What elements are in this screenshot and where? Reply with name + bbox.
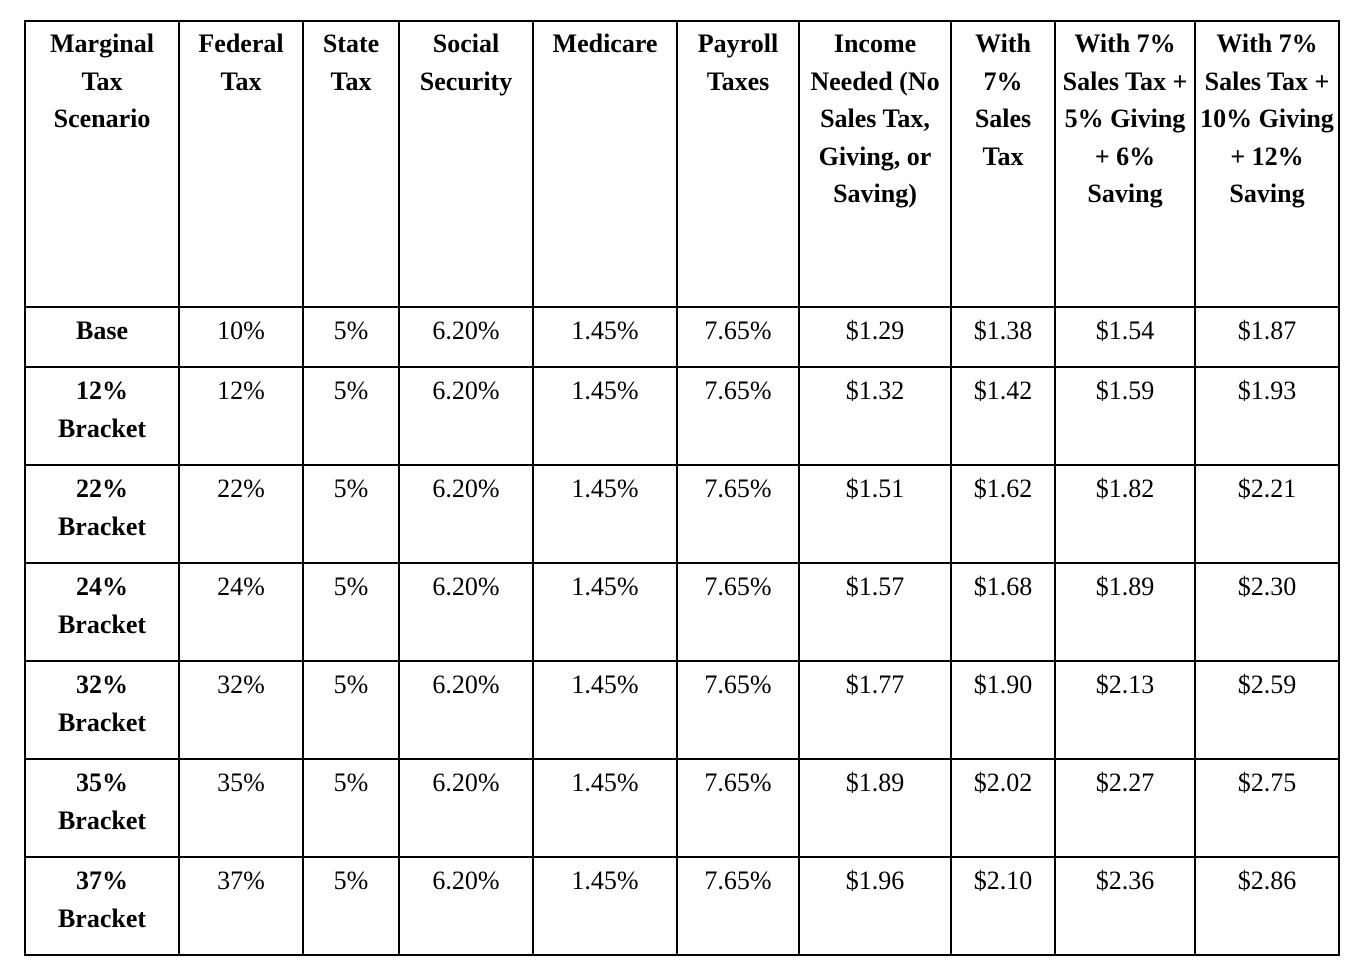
state-tax-cell: 5% — [302, 660, 400, 760]
with-sales-tax-cell: $1.68 — [950, 562, 1056, 662]
with-sales-tax-cell: $2.10 — [950, 856, 1056, 956]
payroll-taxes-cell: 7.65% — [676, 464, 800, 564]
with-sales-tax-5-giving-cell: $1.59 — [1054, 366, 1196, 466]
with-sales-tax-cell: $1.90 — [950, 660, 1056, 760]
header-social-security: Social Security — [398, 20, 534, 308]
with-sales-tax-10-giving-cell: $1.87 — [1194, 306, 1340, 368]
medicare-cell: 1.45% — [532, 464, 678, 564]
state-tax-cell: 5% — [302, 306, 400, 368]
income-needed-cell: $1.57 — [798, 562, 952, 662]
header-payroll-taxes: Payroll Taxes — [676, 20, 800, 308]
federal-tax-cell: 37% — [178, 856, 304, 956]
with-sales-tax-10-giving-cell: $2.86 — [1194, 856, 1340, 956]
row-label: 12% Bracket — [24, 366, 180, 466]
table-row: 12% Bracket 12% 5% 6.20% 1.45% 7.65% $1.… — [24, 366, 1340, 466]
state-tax-cell: 5% — [302, 464, 400, 564]
table-row: 32% Bracket 32% 5% 6.20% 1.45% 7.65% $1.… — [24, 660, 1340, 760]
row-label: 32% Bracket — [24, 660, 180, 760]
with-sales-tax-5-giving-cell: $1.82 — [1054, 464, 1196, 564]
payroll-taxes-cell: 7.65% — [676, 856, 800, 956]
table-row: Base 10% 5% 6.20% 1.45% 7.65% $1.29 $1.3… — [24, 306, 1340, 368]
income-needed-cell: $1.89 — [798, 758, 952, 858]
table-row: 24% Bracket 24% 5% 6.20% 1.45% 7.65% $1.… — [24, 562, 1340, 662]
federal-tax-cell: 32% — [178, 660, 304, 760]
with-sales-tax-5-giving-cell: $1.89 — [1054, 562, 1196, 662]
with-sales-tax-5-giving-cell: $1.54 — [1054, 306, 1196, 368]
social-security-cell: 6.20% — [398, 758, 534, 858]
header-with-sales-tax-10-giving-12-saving: With 7% Sales Tax + 10% Giving + 12% Sav… — [1194, 20, 1340, 308]
header-marginal-tax-scenario: Marginal Tax Scenario — [24, 20, 180, 308]
social-security-cell: 6.20% — [398, 660, 534, 760]
row-label: Base — [24, 306, 180, 368]
with-sales-tax-10-giving-cell: $2.75 — [1194, 758, 1340, 858]
payroll-taxes-cell: 7.65% — [676, 758, 800, 858]
with-sales-tax-10-giving-cell: $1.93 — [1194, 366, 1340, 466]
row-label: 37% Bracket — [24, 856, 180, 956]
table-row: 37% Bracket 37% 5% 6.20% 1.45% 7.65% $1.… — [24, 856, 1340, 956]
state-tax-cell: 5% — [302, 758, 400, 858]
tax-scenario-table: Marginal Tax Scenario Federal Tax State … — [24, 20, 1340, 956]
header-with-sales-tax-5-giving-6-saving: With 7% Sales Tax + 5% Giving + 6% Savin… — [1054, 20, 1196, 308]
federal-tax-cell: 24% — [178, 562, 304, 662]
federal-tax-cell: 10% — [178, 306, 304, 368]
social-security-cell: 6.20% — [398, 562, 534, 662]
social-security-cell: 6.20% — [398, 856, 534, 956]
payroll-taxes-cell: 7.65% — [676, 306, 800, 368]
header-medicare: Medicare — [532, 20, 678, 308]
medicare-cell: 1.45% — [532, 306, 678, 368]
header-state-tax: State Tax — [302, 20, 400, 308]
medicare-cell: 1.45% — [532, 856, 678, 956]
medicare-cell: 1.45% — [532, 366, 678, 466]
income-needed-cell: $1.29 — [798, 306, 952, 368]
table-row: 22% Bracket 22% 5% 6.20% 1.45% 7.65% $1.… — [24, 464, 1340, 564]
federal-tax-cell: 22% — [178, 464, 304, 564]
row-label: 22% Bracket — [24, 464, 180, 564]
with-sales-tax-10-giving-cell: $2.59 — [1194, 660, 1340, 760]
social-security-cell: 6.20% — [398, 306, 534, 368]
payroll-taxes-cell: 7.65% — [676, 562, 800, 662]
row-label: 35% Bracket — [24, 758, 180, 858]
state-tax-cell: 5% — [302, 856, 400, 956]
income-needed-cell: $1.96 — [798, 856, 952, 956]
state-tax-cell: 5% — [302, 366, 400, 466]
with-sales-tax-5-giving-cell: $2.36 — [1054, 856, 1196, 956]
with-sales-tax-cell: $1.62 — [950, 464, 1056, 564]
with-sales-tax-5-giving-cell: $2.27 — [1054, 758, 1196, 858]
income-needed-cell: $1.51 — [798, 464, 952, 564]
with-sales-tax-10-giving-cell: $2.30 — [1194, 562, 1340, 662]
with-sales-tax-cell: $1.38 — [950, 306, 1056, 368]
social-security-cell: 6.20% — [398, 366, 534, 466]
header-with-sales-tax: With 7% Sales Tax — [950, 20, 1056, 308]
with-sales-tax-10-giving-cell: $2.21 — [1194, 464, 1340, 564]
social-security-cell: 6.20% — [398, 464, 534, 564]
table-row: 35% Bracket 35% 5% 6.20% 1.45% 7.65% $1.… — [24, 758, 1340, 858]
medicare-cell: 1.45% — [532, 758, 678, 858]
payroll-taxes-cell: 7.65% — [676, 366, 800, 466]
header-income-needed: Income Needed (No Sales Tax, Giving, or … — [798, 20, 952, 308]
row-label: 24% Bracket — [24, 562, 180, 662]
table-header-row: Marginal Tax Scenario Federal Tax State … — [24, 20, 1340, 308]
with-sales-tax-cell: $1.42 — [950, 366, 1056, 466]
medicare-cell: 1.45% — [532, 660, 678, 760]
income-needed-cell: $1.32 — [798, 366, 952, 466]
with-sales-tax-5-giving-cell: $2.13 — [1054, 660, 1196, 760]
header-federal-tax: Federal Tax — [178, 20, 304, 308]
payroll-taxes-cell: 7.65% — [676, 660, 800, 760]
income-needed-cell: $1.77 — [798, 660, 952, 760]
federal-tax-cell: 35% — [178, 758, 304, 858]
medicare-cell: 1.45% — [532, 562, 678, 662]
federal-tax-cell: 12% — [178, 366, 304, 466]
state-tax-cell: 5% — [302, 562, 400, 662]
with-sales-tax-cell: $2.02 — [950, 758, 1056, 858]
